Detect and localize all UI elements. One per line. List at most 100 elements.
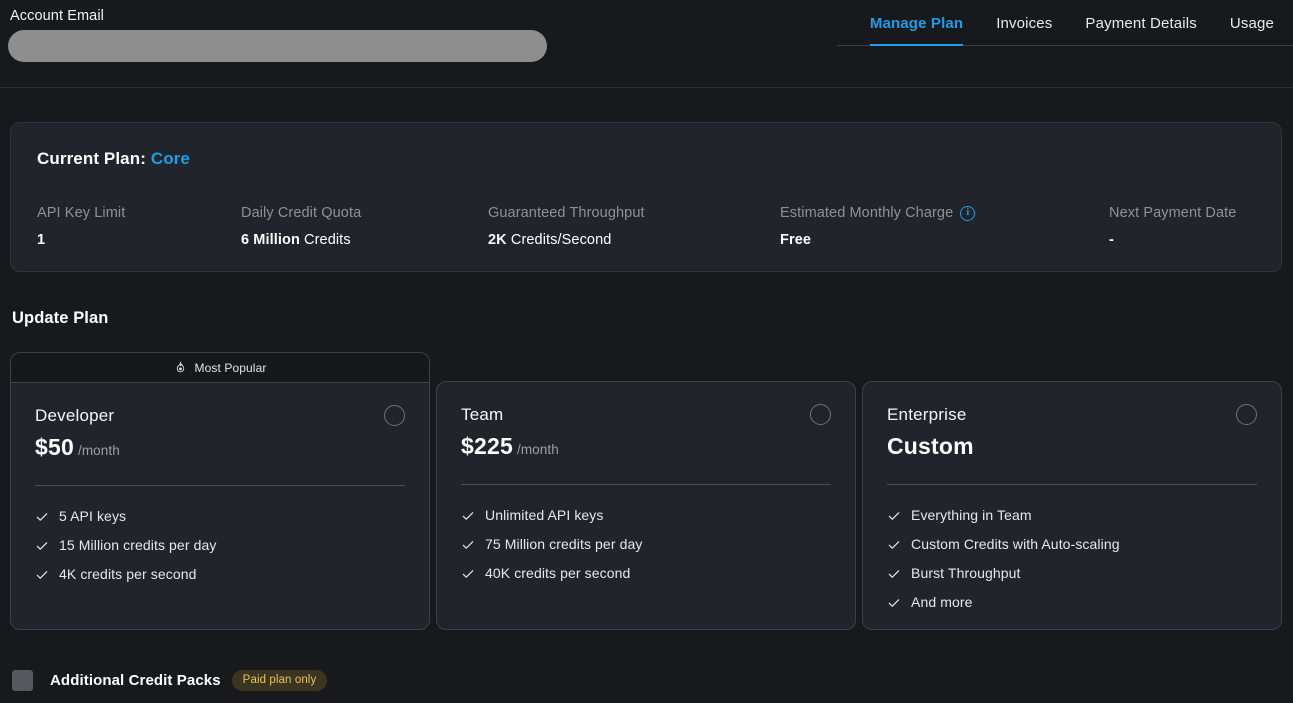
check-icon	[462, 511, 474, 520]
check-icon	[888, 569, 900, 578]
additional-credit-packs-checkbox[interactable]	[12, 670, 33, 691]
plan-period: /month	[77, 443, 120, 458]
tab-payment-details[interactable]: Payment Details	[1085, 15, 1197, 32]
plan-card-enterprise[interactable]: Enterprise Custom Everything in Team Cus…	[862, 381, 1282, 630]
feature-item: And more	[887, 588, 1257, 617]
feature-label: Custom Credits with Auto-scaling	[911, 536, 1120, 552]
plan-select-radio-developer[interactable]	[384, 405, 405, 426]
stat-value-rest: Credits/Second	[506, 232, 612, 248]
most-popular-label: Most Popular	[194, 360, 267, 375]
stat-label-text: Daily Credit Quota	[241, 205, 362, 221]
stat-label: Guaranteed Throughput	[488, 205, 780, 221]
plan-feature-list: 5 API keys 15 Million credits per day 4K…	[35, 502, 405, 589]
feature-label: 5 API keys	[59, 508, 127, 524]
tab-manage-plan[interactable]: Manage Plan	[869, 15, 964, 46]
plan-divider	[35, 485, 405, 486]
plan-price: $50	[35, 434, 74, 460]
feature-item: 40K credits per second	[461, 559, 831, 588]
stat-label-text: Next Payment Date	[1109, 205, 1237, 221]
check-icon	[462, 569, 474, 578]
feature-label: 15 Million credits per day	[59, 537, 217, 553]
stat-label: Estimated Monthly Charge i	[780, 205, 1109, 221]
plan-body: Team $225/month Unlimited API keys 75 Mi…	[437, 382, 855, 588]
check-icon	[888, 540, 900, 549]
paid-plan-only-badge: Paid plan only	[231, 670, 328, 691]
plan-period: /month	[516, 442, 559, 457]
stat-value-strong: -	[1109, 232, 1114, 248]
check-icon	[36, 541, 48, 550]
stat-value-strong: 1	[37, 232, 46, 248]
stat-estimated-monthly-charge: Estimated Monthly Charge i Free	[780, 205, 1109, 248]
current-plan-card: Current Plan: Core API Key Limit 1 Daily…	[10, 122, 1282, 272]
stat-label-text: Estimated Monthly Charge	[780, 205, 954, 221]
plan-card-developer[interactable]: Most Popular Developer $50/month 5 API k…	[10, 352, 430, 630]
feature-item: Unlimited API keys	[461, 501, 831, 530]
stat-value: 2K Credits/Second	[488, 232, 780, 248]
current-plan-stats: API Key Limit 1 Daily Credit Quota 6 Mil…	[37, 205, 1255, 248]
plan-price-row: Custom	[887, 432, 1257, 464]
feature-label: 75 Million credits per day	[485, 536, 643, 552]
plan-price-row: $50/month	[35, 433, 405, 465]
feature-label: Everything in Team	[911, 507, 1032, 523]
check-icon	[888, 511, 900, 520]
current-plan-name: Core	[150, 149, 190, 168]
plan-price: $225	[461, 433, 513, 459]
feature-label: And more	[911, 594, 973, 610]
feature-label: 40K credits per second	[485, 565, 631, 581]
plan-name: Team	[461, 405, 504, 424]
check-icon	[36, 570, 48, 579]
stat-label: API Key Limit	[37, 205, 241, 221]
stat-value-rest: Credits	[299, 232, 351, 248]
feature-item: Custom Credits with Auto-scaling	[887, 530, 1257, 559]
check-icon	[462, 540, 474, 549]
stat-next-payment-date: Next Payment Date -	[1109, 205, 1289, 248]
feature-item: 75 Million credits per day	[461, 530, 831, 559]
plan-select-radio-enterprise[interactable]	[1236, 404, 1257, 425]
stat-value-strong: Free	[780, 232, 812, 248]
stat-label: Daily Credit Quota	[241, 205, 488, 221]
tab-usage[interactable]: Usage	[1229, 15, 1274, 32]
most-popular-banner: Most Popular	[11, 353, 429, 383]
info-icon[interactable]: i	[960, 205, 976, 221]
stat-value: 6 Million Credits	[241, 232, 488, 248]
stat-value: 1	[37, 232, 241, 248]
plan-card-team[interactable]: Team $225/month Unlimited API keys 75 Mi…	[436, 381, 856, 630]
current-plan-title-prefix: Current Plan:	[37, 149, 146, 168]
plan-price-row: $225/month	[461, 432, 831, 464]
account-email-label: Account Email	[10, 8, 104, 24]
stat-label-text: Guaranteed Throughput	[488, 205, 645, 221]
feature-label: Unlimited API keys	[485, 507, 604, 523]
feature-label: 4K credits per second	[59, 566, 197, 582]
plan-name: Developer	[35, 406, 115, 425]
account-email-input[interactable]	[8, 30, 547, 62]
plan-name: Enterprise	[887, 405, 967, 424]
feature-item: Everything in Team	[887, 501, 1257, 530]
feature-item: 5 API keys	[35, 502, 405, 531]
page-header: Account Email Manage Plan Invoices Payme…	[0, 0, 1293, 88]
stat-value: Free	[780, 232, 1109, 248]
check-icon	[36, 512, 48, 521]
plan-body: Enterprise Custom Everything in Team Cus…	[863, 382, 1281, 617]
feature-label: Burst Throughput	[911, 565, 1021, 581]
additional-credit-packs-label: Additional Credit Packs	[50, 672, 221, 689]
feature-item: 15 Million credits per day	[35, 531, 405, 560]
stat-daily-credit-quota: Daily Credit Quota 6 Million Credits	[241, 205, 488, 248]
feature-item: Burst Throughput	[887, 559, 1257, 588]
plan-feature-list: Unlimited API keys 75 Million credits pe…	[461, 501, 831, 588]
flame-icon	[176, 361, 184, 373]
stat-label: Next Payment Date	[1109, 205, 1289, 221]
plan-price: Custom	[887, 433, 974, 459]
tab-invoices[interactable]: Invoices	[996, 15, 1053, 32]
current-plan-title: Current Plan: Core	[37, 149, 1255, 169]
stat-label-text: API Key Limit	[37, 205, 126, 221]
stat-value-strong: 2K	[488, 232, 507, 248]
plan-select-radio-team[interactable]	[810, 404, 831, 425]
additional-credit-packs-row: Additional Credit Packs Paid plan only	[12, 670, 328, 691]
feature-item: 4K credits per second	[35, 560, 405, 589]
stat-api-key-limit: API Key Limit 1	[37, 205, 241, 248]
stat-value: -	[1109, 232, 1289, 248]
stat-guaranteed-throughput: Guaranteed Throughput 2K Credits/Second	[488, 205, 780, 248]
update-plan-heading: Update Plan	[12, 309, 109, 327]
plan-divider	[461, 484, 831, 485]
check-icon	[888, 598, 900, 607]
